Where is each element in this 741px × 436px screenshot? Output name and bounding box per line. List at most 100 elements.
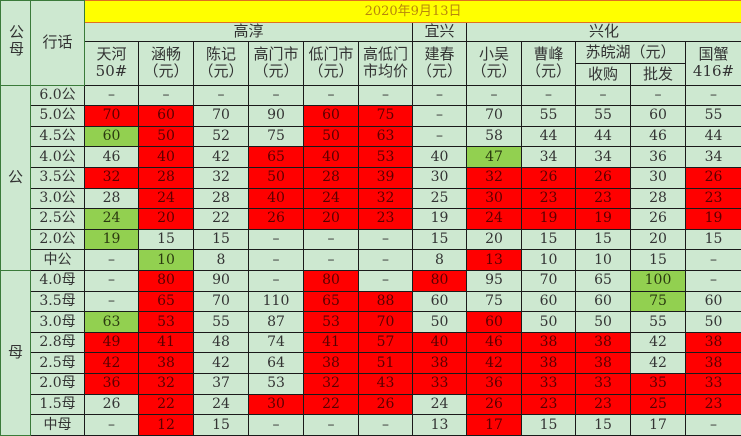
price-cell: 15	[521, 414, 576, 436]
price-cell: 12	[138, 414, 194, 436]
price-cell: 36	[630, 146, 686, 168]
price-cell: 17	[630, 414, 686, 436]
price-cell: –	[84, 290, 139, 313]
price-cell: 80	[412, 269, 467, 292]
price-cell: 10	[575, 249, 631, 271]
price-cell: 38	[684, 352, 741, 375]
price-cell: 55	[575, 105, 631, 127]
price-cell: 51	[358, 352, 413, 375]
price-cell: 60	[412, 290, 467, 313]
price-cell: 23	[684, 187, 741, 210]
price-cell: –	[466, 84, 522, 107]
price-cell: 13	[412, 414, 467, 436]
col-suwanhu: 苏皖湖（元）	[575, 41, 686, 64]
price-cell: 60	[303, 105, 359, 127]
date-banner: 2020年9月13日	[83, 0, 741, 23]
col-suwanhu-wholesale: 批发	[630, 62, 686, 86]
region-gaochun: 高淳	[84, 21, 413, 43]
price-cell: –	[358, 228, 413, 251]
price-cell: 50	[575, 311, 631, 333]
price-cell: 55	[684, 105, 741, 127]
price-cell: 36	[466, 373, 522, 395]
row-label: 2.5公	[30, 208, 85, 230]
table-row: 5.0公 70 60 70 90 60 75–70 55 55 60 55	[1, 105, 741, 127]
row-label: 2.0母	[30, 373, 85, 395]
price-cell: –	[138, 84, 194, 107]
price-cell: 32	[358, 187, 413, 210]
table-row: 3.5母 –65 70 110 65 88 60 75 60 60 75 60	[1, 290, 741, 313]
price-cell: 19	[521, 208, 576, 230]
price-cell: 52	[193, 125, 249, 148]
col-jianchun: 建春 （元）	[412, 41, 467, 86]
price-cell: –	[248, 249, 304, 271]
price-cell: 15	[138, 228, 194, 251]
price-cell: 46	[466, 331, 522, 354]
price-cell: 20	[466, 228, 522, 251]
price-cell: –	[84, 269, 139, 292]
price-cell: 20	[303, 208, 359, 230]
col-guoxie: 国蟹 416#	[684, 41, 741, 86]
gender-group-label: 公	[0, 84, 31, 271]
price-cell: 49	[84, 331, 139, 354]
price-cell: 38	[575, 352, 631, 375]
price-cell: –	[248, 84, 304, 107]
price-cell: 87	[248, 311, 304, 333]
price-cell: 28	[630, 187, 686, 210]
price-cell: 19	[684, 208, 741, 230]
table-row: 2.0公 19 15 15– – –15 20 15 15 20 15	[1, 228, 741, 251]
price-cell: 55	[630, 311, 686, 333]
price-cell: –	[248, 269, 304, 292]
row-label: 3.0公	[30, 187, 85, 210]
col-gaomenshi: 高门市 （元）	[248, 41, 304, 86]
table-row: 4.0公 46 40 42 65 40 53 40 47 34 34 36 34	[1, 146, 741, 168]
price-cell: 60	[575, 290, 631, 313]
price-cell: 60	[521, 290, 576, 313]
price-cell: 30	[466, 187, 522, 210]
gender-header: 公母	[0, 0, 31, 86]
price-cell: 20	[630, 228, 686, 251]
price-cell: 65	[303, 290, 359, 313]
table-row: 4.5公 60 50 52 75 50 63–58 44 44 46 44	[1, 125, 741, 148]
row-label: 2.8母	[30, 331, 85, 354]
price-cell: 15	[630, 249, 686, 271]
price-cell: 50	[138, 125, 194, 148]
price-cell: 42	[630, 352, 686, 375]
price-cell: 25	[630, 393, 686, 416]
table-row: 2.8母 49 41 48 74 41 57 40 46 38 38 42 38	[1, 331, 741, 354]
price-cell: 60	[684, 290, 741, 313]
price-cell: 33	[412, 373, 467, 395]
price-cell: 26	[84, 393, 139, 416]
col-caofeng: 曹峰 （元）	[521, 41, 576, 86]
price-cell: 80	[138, 269, 194, 292]
price-cell: 38	[684, 331, 741, 354]
price-cell: 42	[193, 146, 249, 168]
price-cell: 24	[138, 187, 194, 210]
price-cell: 32	[138, 373, 194, 395]
price-cell: –	[412, 84, 467, 107]
price-cell: –	[630, 84, 686, 107]
price-cell: 50	[521, 311, 576, 333]
price-cell: 15	[575, 228, 631, 251]
price-cell: 23	[684, 393, 741, 416]
price-cell: 32	[193, 166, 249, 189]
price-cell: 43	[358, 373, 413, 395]
price-cell: –	[303, 228, 359, 251]
price-cell: 26	[248, 208, 304, 230]
price-cell: 30	[630, 166, 686, 189]
price-cell: 50	[248, 166, 304, 189]
price-cell: 41	[303, 331, 359, 354]
table-row: 母 4.0母 –80 90–80–80 95 70 65 100–	[0, 269, 741, 436]
price-cell: 60	[466, 311, 522, 333]
table-row: 3.0公 28 24 28 40 24 32 25 30 23 23 28 23	[1, 187, 741, 210]
price-cell: 24	[466, 208, 522, 230]
price-cell: 38	[521, 352, 576, 375]
price-cell: 75	[466, 290, 522, 313]
price-cell: 65	[248, 146, 304, 168]
price-cell: 42	[630, 331, 686, 354]
price-cell: 34	[575, 146, 631, 168]
price-cell: 38	[575, 331, 631, 354]
price-cell: 22	[138, 393, 194, 416]
table-row: 2.0母 36 32 37 53 32 43 33 36 33 33 35 33	[1, 373, 741, 395]
price-cell: 63	[84, 311, 139, 333]
